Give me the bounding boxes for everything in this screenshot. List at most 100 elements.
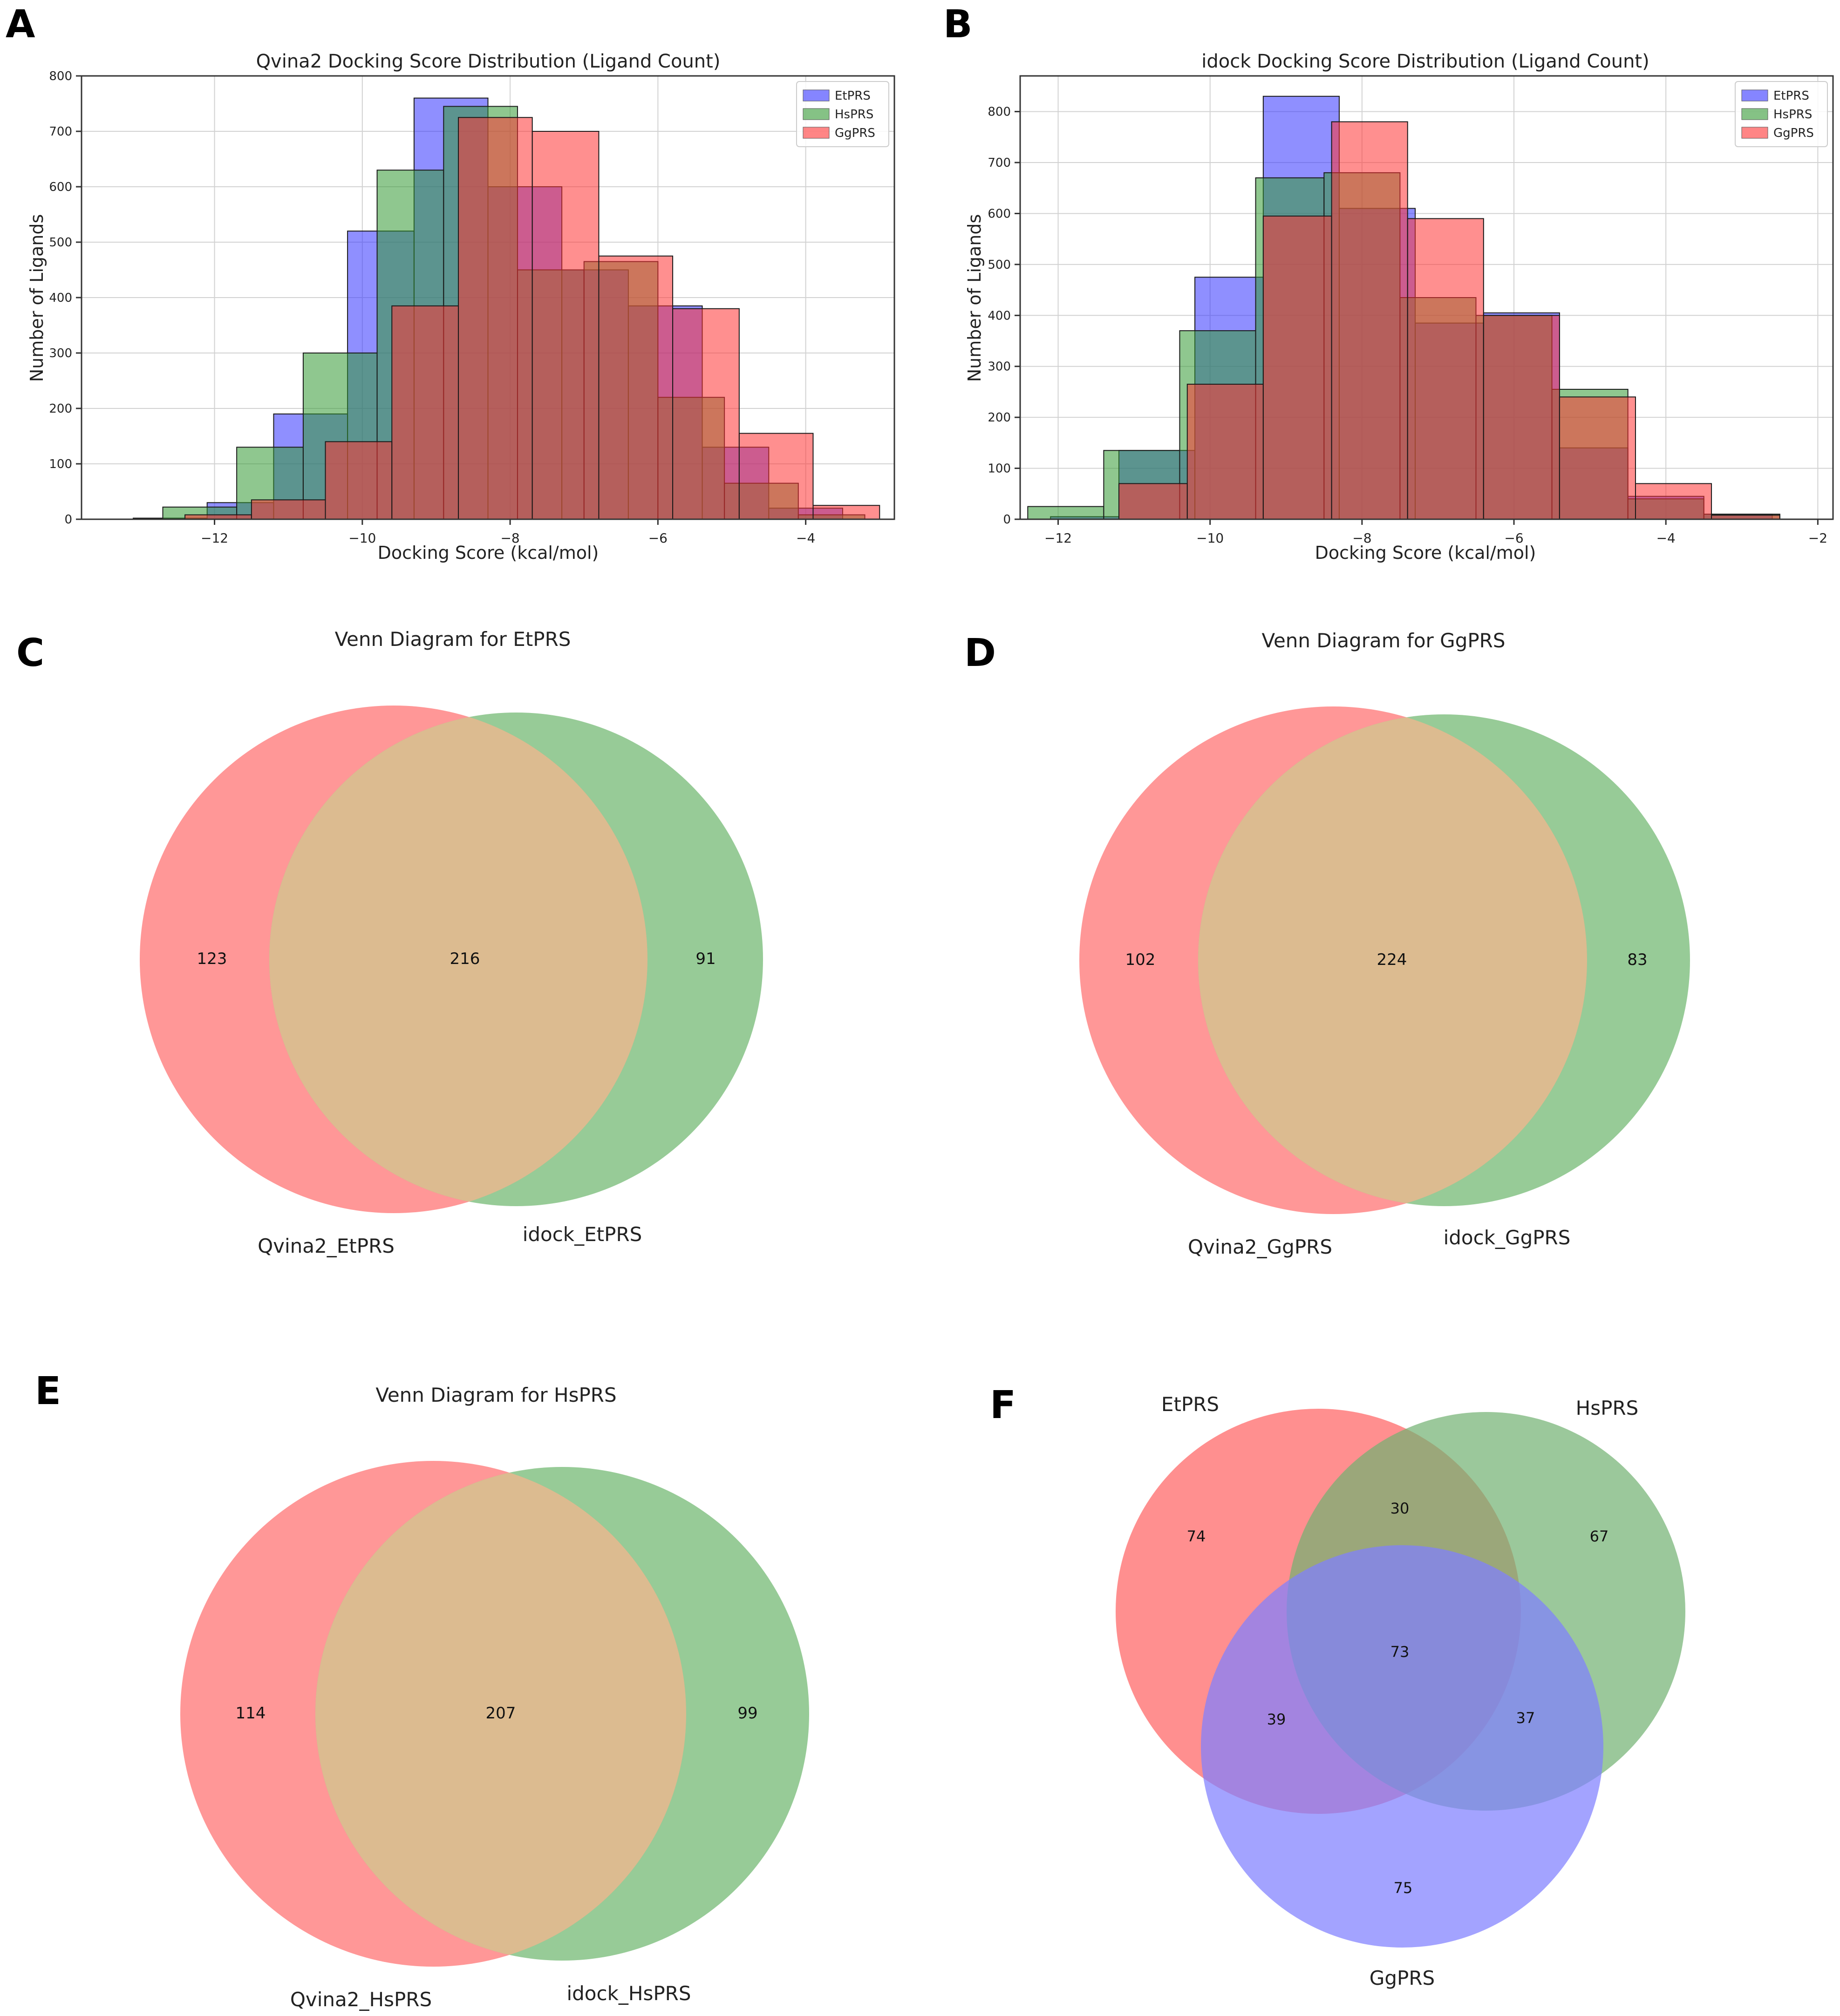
y-ticks: 0 100 200 300 400 500 600 700 800 — [988, 105, 1020, 527]
panel-label-d: D — [964, 631, 996, 675]
bar-ggprs — [1635, 483, 1712, 520]
y-tick-label: 100 — [988, 462, 1011, 476]
venn-set-label-left: Qvina2_EtPRS — [258, 1235, 395, 1257]
y-tick-label: 700 — [988, 156, 1011, 170]
venn-count-overlap: 216 — [450, 950, 480, 968]
y-axis-label: Number of Ligands — [27, 214, 47, 382]
legend-swatch — [1741, 108, 1768, 120]
x-tick-label: −8 — [1352, 530, 1371, 546]
bar-ggprs — [1331, 121, 1408, 520]
venn-count-overlap: 207 — [486, 1704, 516, 1723]
y-tick-label: 200 — [49, 402, 72, 416]
y-tick-label: 0 — [1003, 513, 1011, 527]
venn-set-label-ggprs: GgPRS — [1370, 1967, 1435, 1989]
venn-etprs: Venn Diagram for EtPRS 123 216 91 Qvina2… — [140, 628, 763, 1257]
panel-label-a: A — [6, 2, 35, 47]
venn-set-label-right: idock_EtPRS — [523, 1223, 642, 1246]
bars — [1027, 95, 1780, 520]
bars — [133, 97, 880, 520]
venn-title: Venn Diagram for HsPRS — [375, 1384, 616, 1406]
plot-frame — [1019, 75, 1834, 520]
x-tick-label: −4 — [1656, 530, 1676, 546]
venn-count-right: 91 — [695, 950, 716, 968]
venn-circle-ggprs — [1201, 1545, 1603, 1948]
venn-count-right: 99 — [737, 1704, 757, 1723]
venn-three-way: EtPRS HsPRS GgPRS 74 67 75 30 39 37 73 — [1116, 1393, 1685, 1989]
bar-ggprs — [325, 441, 393, 520]
x-tick-label: −2 — [1808, 530, 1827, 546]
chart-title: Qvina2 Docking Score Distribution (Ligan… — [256, 51, 721, 72]
y-tick-label: 700 — [49, 125, 72, 139]
venn-title: Venn Diagram for EtPRS — [335, 628, 571, 651]
x-tick-label: −10 — [1196, 530, 1224, 546]
y-tick-label: 600 — [988, 207, 1011, 221]
legend-label: EtPRS — [835, 89, 871, 103]
venn-count-left: 123 — [197, 950, 227, 968]
x-tick-label: −6 — [1504, 530, 1523, 546]
panel-label-b: B — [943, 2, 973, 47]
y-tick-label: 300 — [49, 346, 72, 360]
x-tick-label: −8 — [500, 530, 519, 546]
venn-set-label-hsprs: HsPRS — [1576, 1397, 1639, 1419]
legend-swatch — [1741, 89, 1768, 102]
legend-label: GgPRS — [1773, 126, 1814, 140]
x-ticks: −12 −10 −8 −6 −4 — [201, 519, 815, 546]
bar-ggprs — [458, 117, 533, 520]
y-tick-label: 200 — [988, 411, 1011, 425]
venn-title: Venn Diagram for GgPRS — [1261, 629, 1505, 652]
venn-count-overlap: 224 — [1377, 950, 1407, 969]
x-axis-label: Docking Score (kcal/mol) — [378, 543, 599, 563]
bar-ggprs — [812, 505, 880, 520]
legend-label: HsPRS — [1773, 108, 1812, 122]
venn-count-left: 114 — [236, 1704, 266, 1723]
x-tick-label: −10 — [348, 530, 376, 546]
legend-label: EtPRS — [1773, 89, 1809, 103]
venn-ggprs: Venn Diagram for GgPRS 102 224 83 Qvina2… — [1079, 629, 1690, 1258]
legend-swatch — [803, 108, 830, 120]
histogram-idock: idock Docking Score Distribution (Ligand… — [964, 51, 1834, 563]
bar-ggprs — [1559, 396, 1636, 520]
x-tick-label: −4 — [796, 530, 815, 546]
x-axis-label: Docking Score (kcal/mol) — [1315, 543, 1536, 563]
venn-count-etprs-hsprs: 30 — [1390, 1500, 1410, 1517]
y-tick-label: 600 — [49, 180, 72, 194]
venn-count-left: 102 — [1125, 950, 1156, 969]
venn-set-label-etprs: EtPRS — [1161, 1393, 1219, 1416]
bar-ggprs — [738, 433, 814, 520]
histogram-qvina2: Qvina2 Docking Score Distribution (Ligan… — [27, 51, 895, 563]
venn-count-ggprs-only: 75 — [1394, 1879, 1413, 1897]
legend: EtPRS HsPRS GgPRS — [1735, 81, 1828, 147]
legend-label: HsPRS — [835, 108, 873, 122]
y-tick-label: 400 — [49, 291, 72, 305]
bar-ggprs — [391, 305, 459, 520]
bar-ggprs — [1118, 483, 1188, 520]
x-tick-label: −12 — [1044, 530, 1072, 546]
legend: EtPRS HsPRS GgPRS — [796, 81, 889, 147]
venn-count-etprs-ggprs: 39 — [1267, 1711, 1286, 1728]
y-tick-label: 400 — [988, 309, 1011, 323]
venn-count-hsprs-ggprs: 37 — [1516, 1709, 1535, 1727]
x-ticks: −12 −10 −8 −6 −4 −2 — [1044, 519, 1827, 546]
venn-hsprs: Venn Diagram for HsPRS 114 207 99 Qvina2… — [180, 1384, 809, 2011]
y-tick-label: 500 — [988, 258, 1011, 272]
legend-swatch — [1741, 127, 1768, 139]
y-ticks: 0 100 200 300 400 500 600 700 800 — [49, 69, 82, 527]
venn-set-label-right: idock_HsPRS — [566, 1982, 691, 2005]
y-tick-label: 800 — [49, 69, 72, 83]
venn-count-hsprs-only: 67 — [1590, 1527, 1609, 1545]
y-axis-label: Number of Ligands — [964, 214, 985, 382]
venn-set-label-right: idock_GgPRS — [1444, 1226, 1571, 1249]
legend-swatch — [803, 127, 830, 139]
panel-label-e: E — [35, 1369, 61, 1413]
bar-ggprs — [1262, 215, 1332, 520]
legend-label: GgPRS — [835, 126, 875, 140]
chart-title: idock Docking Score Distribution (Ligand… — [1201, 51, 1649, 72]
venn-set-label-left: Qvina2_GgPRS — [1188, 1235, 1332, 1258]
bar-ggprs — [1186, 384, 1264, 520]
y-tick-label: 100 — [49, 457, 72, 471]
venn-count-right: 83 — [1627, 950, 1647, 969]
bar-ggprs — [532, 131, 600, 520]
bar-ggprs — [1483, 315, 1560, 520]
x-tick-label: −6 — [648, 530, 668, 546]
